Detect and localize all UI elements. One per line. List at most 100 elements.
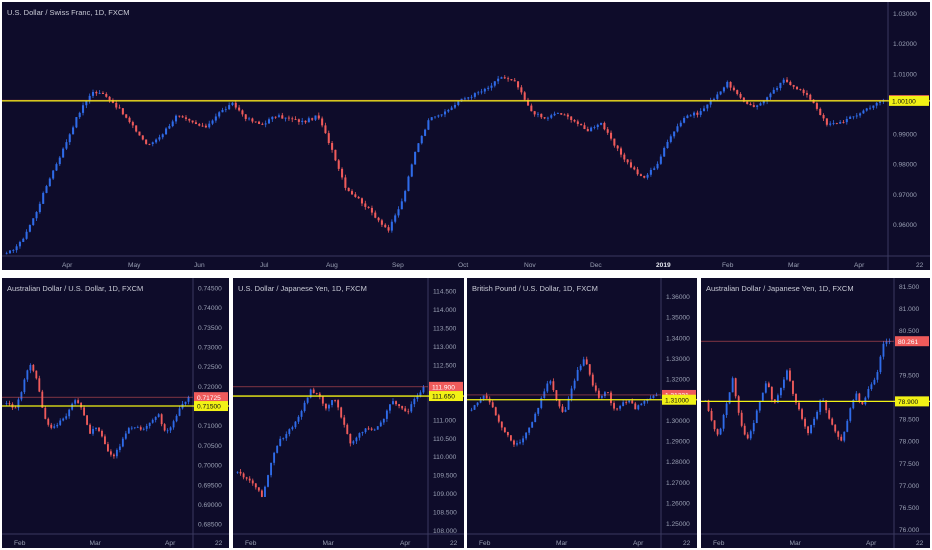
candle-body: [311, 118, 314, 120]
candle-body: [8, 403, 11, 405]
level-price-label: 1.31000: [665, 397, 689, 404]
candle-body: [77, 400, 80, 403]
candle-body: [649, 169, 652, 175]
candle-body: [536, 113, 540, 115]
chart-gbpusd-plot[interactable]: 1.36000 1.35000 1.34000 1.33000 1.32000 1.300…: [467, 278, 697, 548]
candle-body: [115, 449, 118, 457]
y-tick-label: 0.70500: [198, 443, 222, 450]
candle-body: [764, 383, 767, 393]
candle-body: [12, 250, 15, 251]
chart-audjpy[interactable]: 81.500 81.000 80.500 79.500 78.500 78.000 77.5…: [701, 278, 930, 548]
candle-body: [41, 391, 44, 408]
candle-body: [457, 101, 460, 105]
candle-body: [245, 477, 248, 479]
candle-body: [669, 136, 672, 142]
chart-usdjpy-plot[interactable]: 114.500 114.000 113.500 113.000 112.500 111.0…: [233, 278, 464, 548]
chart-gbpusd[interactable]: 1.36000 1.35000 1.34000 1.33000 1.32000 1.300…: [467, 278, 697, 548]
x-tick-label: 22: [450, 540, 458, 547]
candle-body: [294, 421, 297, 428]
candle-body: [576, 121, 579, 124]
candle-body: [161, 134, 164, 138]
candle-body: [560, 113, 563, 115]
candle-body: [828, 410, 831, 419]
y-tick-label: 1.30000: [666, 418, 690, 425]
candle-body: [300, 411, 303, 417]
candle-body: [273, 452, 276, 463]
candle-body: [447, 109, 450, 112]
candle-body: [766, 97, 769, 102]
candle-body: [78, 112, 81, 118]
chart-usdchf-title: U.S. Dollar / Swiss Franc, 1D, FXCM: [7, 8, 130, 17]
x-tick-label: 22: [916, 262, 924, 269]
y-tick-label: 0.74000: [198, 305, 222, 312]
candle-body: [706, 104, 709, 109]
candle-body: [304, 120, 307, 123]
candle-body: [65, 416, 68, 419]
candle-body: [98, 427, 100, 431]
candle-body: [761, 392, 764, 401]
candle-body: [726, 81, 729, 88]
candle-body: [616, 408, 619, 410]
candle-body: [566, 114, 569, 117]
candle-body: [131, 122, 134, 126]
y-tick-label: 111.000: [433, 417, 456, 424]
candle-body: [552, 381, 555, 391]
candle-body: [488, 398, 491, 403]
level-price-badge: [895, 396, 929, 407]
candle-body: [142, 428, 145, 430]
candle-body: [148, 422, 151, 426]
candle-body: [44, 407, 47, 419]
candle-body: [22, 238, 25, 242]
candle-body: [867, 389, 870, 398]
candle-body: [279, 438, 282, 446]
candle-body: [264, 123, 267, 125]
candle-body: [145, 139, 148, 144]
chart-usdjpy[interactable]: 114.500 114.000 113.500 113.000 112.500 111.0…: [233, 278, 464, 548]
candle-body: [317, 115, 320, 119]
candle-body: [367, 428, 370, 430]
candle-body: [470, 409, 473, 411]
candle-body: [48, 178, 51, 187]
candle-body: [480, 91, 483, 93]
candle-body: [124, 433, 127, 439]
candle-body: [646, 174, 649, 178]
candle-body: [755, 410, 758, 424]
candle-body: [318, 393, 321, 397]
candle-body: [135, 125, 138, 132]
candle-body: [736, 90, 739, 94]
chart-audusd-plot[interactable]: 0.74500 0.74000 0.73500 0.73000 0.72500 0.720…: [2, 278, 229, 548]
chart-usdchf[interactable]: 1.03000 1.02000 1.01000 0.99000 0.98000 0.970…: [2, 2, 930, 270]
candle-body: [802, 89, 805, 94]
candle-body: [297, 416, 300, 422]
candle-body: [62, 418, 65, 421]
candle-body: [516, 443, 518, 445]
candle-body: [32, 364, 35, 371]
candle-body: [392, 401, 394, 405]
candle-body: [125, 114, 128, 118]
candle-body: [340, 407, 343, 418]
candle-body: [593, 127, 596, 128]
candle-body: [619, 406, 622, 409]
candle-body: [792, 85, 795, 87]
candle-body: [58, 157, 61, 165]
candle-body: [570, 116, 573, 120]
candle-body: [38, 378, 41, 392]
candle-body: [582, 359, 585, 366]
y-tick-label: 0.68500: [198, 522, 222, 529]
candle-body: [606, 129, 609, 133]
chart-usdchf-plot[interactable]: 1.03000 1.02000 1.01000 0.99000 0.98000 0.970…: [2, 2, 930, 270]
candle-body: [843, 431, 846, 441]
candle-body: [622, 402, 625, 407]
candle-body: [876, 372, 879, 380]
candle-body: [45, 186, 48, 193]
candle-body: [831, 418, 834, 425]
candle-body: [284, 117, 287, 119]
candle-body: [782, 379, 785, 388]
candle-body: [133, 427, 136, 429]
chart-audusd[interactable]: 0.74500 0.74000 0.73500 0.73000 0.72500 0.720…: [2, 278, 229, 548]
candle-body: [822, 115, 825, 119]
candle-body: [188, 118, 191, 121]
candle-body: [68, 409, 71, 417]
chart-audjpy-plot[interactable]: 81.500 81.000 80.500 79.500 78.500 78.000 77.5…: [701, 278, 930, 548]
candle-body: [404, 191, 407, 202]
